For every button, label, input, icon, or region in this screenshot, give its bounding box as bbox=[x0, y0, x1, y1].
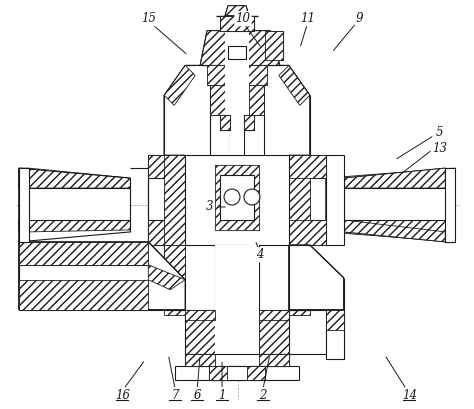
Bar bbox=[326, 310, 344, 330]
Polygon shape bbox=[289, 245, 344, 310]
Polygon shape bbox=[164, 65, 195, 106]
Bar bbox=[209, 366, 227, 380]
Polygon shape bbox=[344, 220, 445, 242]
Bar bbox=[228, 45, 246, 59]
Text: 15: 15 bbox=[141, 12, 156, 25]
Polygon shape bbox=[326, 155, 344, 245]
Bar bbox=[215, 245, 259, 355]
Polygon shape bbox=[19, 220, 130, 232]
Polygon shape bbox=[289, 155, 310, 245]
Text: 14: 14 bbox=[402, 389, 417, 402]
Bar bbox=[225, 31, 249, 65]
Polygon shape bbox=[289, 155, 326, 178]
Bar bbox=[243, 65, 267, 85]
Bar bbox=[185, 65, 289, 155]
Polygon shape bbox=[279, 65, 310, 106]
Bar bbox=[259, 355, 289, 366]
Text: 7: 7 bbox=[172, 389, 179, 402]
Bar bbox=[225, 65, 249, 85]
Polygon shape bbox=[148, 220, 185, 245]
Bar bbox=[326, 310, 344, 360]
Bar bbox=[289, 155, 326, 245]
Polygon shape bbox=[19, 242, 185, 310]
Polygon shape bbox=[289, 220, 326, 245]
Polygon shape bbox=[326, 168, 455, 242]
Polygon shape bbox=[19, 280, 148, 310]
Text: 10: 10 bbox=[236, 12, 250, 25]
Polygon shape bbox=[148, 155, 185, 178]
Bar bbox=[265, 31, 283, 61]
Bar bbox=[259, 310, 289, 355]
Bar bbox=[230, 6, 244, 205]
Circle shape bbox=[224, 189, 240, 205]
Polygon shape bbox=[289, 245, 310, 315]
Bar bbox=[148, 155, 185, 245]
Polygon shape bbox=[225, 6, 249, 16]
Polygon shape bbox=[200, 31, 280, 65]
Polygon shape bbox=[289, 245, 344, 310]
Polygon shape bbox=[289, 155, 326, 178]
Text: 9: 9 bbox=[356, 12, 364, 25]
Bar bbox=[210, 85, 225, 115]
Bar bbox=[19, 168, 29, 242]
Circle shape bbox=[244, 189, 260, 205]
Text: 1: 1 bbox=[219, 389, 226, 402]
Bar bbox=[220, 16, 254, 31]
Bar bbox=[209, 366, 265, 380]
Polygon shape bbox=[164, 155, 185, 245]
Bar bbox=[215, 165, 259, 230]
Bar bbox=[244, 115, 254, 130]
Polygon shape bbox=[19, 242, 148, 265]
Text: 3: 3 bbox=[206, 200, 214, 213]
Polygon shape bbox=[185, 310, 215, 319]
Bar bbox=[185, 355, 215, 366]
Text: 6: 6 bbox=[193, 389, 201, 402]
Text: 16: 16 bbox=[115, 389, 130, 402]
Bar bbox=[344, 188, 445, 220]
Bar bbox=[220, 115, 230, 130]
Polygon shape bbox=[19, 168, 130, 188]
Bar bbox=[220, 16, 254, 31]
Polygon shape bbox=[148, 265, 185, 290]
Polygon shape bbox=[289, 220, 326, 245]
Bar bbox=[215, 165, 259, 230]
Text: 11: 11 bbox=[300, 12, 315, 25]
Text: 13: 13 bbox=[432, 142, 447, 155]
Bar bbox=[185, 355, 289, 366]
Polygon shape bbox=[344, 168, 445, 188]
Polygon shape bbox=[164, 65, 310, 155]
Bar bbox=[244, 115, 254, 130]
Bar bbox=[185, 310, 215, 355]
Polygon shape bbox=[19, 242, 185, 310]
Polygon shape bbox=[164, 245, 185, 315]
Bar bbox=[225, 85, 249, 115]
Bar bbox=[249, 85, 264, 115]
Bar bbox=[247, 366, 265, 380]
Polygon shape bbox=[259, 310, 289, 319]
Bar bbox=[445, 168, 455, 242]
Bar bbox=[220, 175, 254, 220]
Text: 5: 5 bbox=[436, 126, 443, 139]
Bar bbox=[185, 155, 289, 245]
Bar bbox=[207, 65, 231, 85]
Bar bbox=[19, 188, 130, 220]
Text: 2: 2 bbox=[259, 389, 267, 402]
Bar bbox=[220, 115, 230, 130]
Polygon shape bbox=[164, 65, 310, 155]
Text: 4: 4 bbox=[256, 248, 264, 261]
